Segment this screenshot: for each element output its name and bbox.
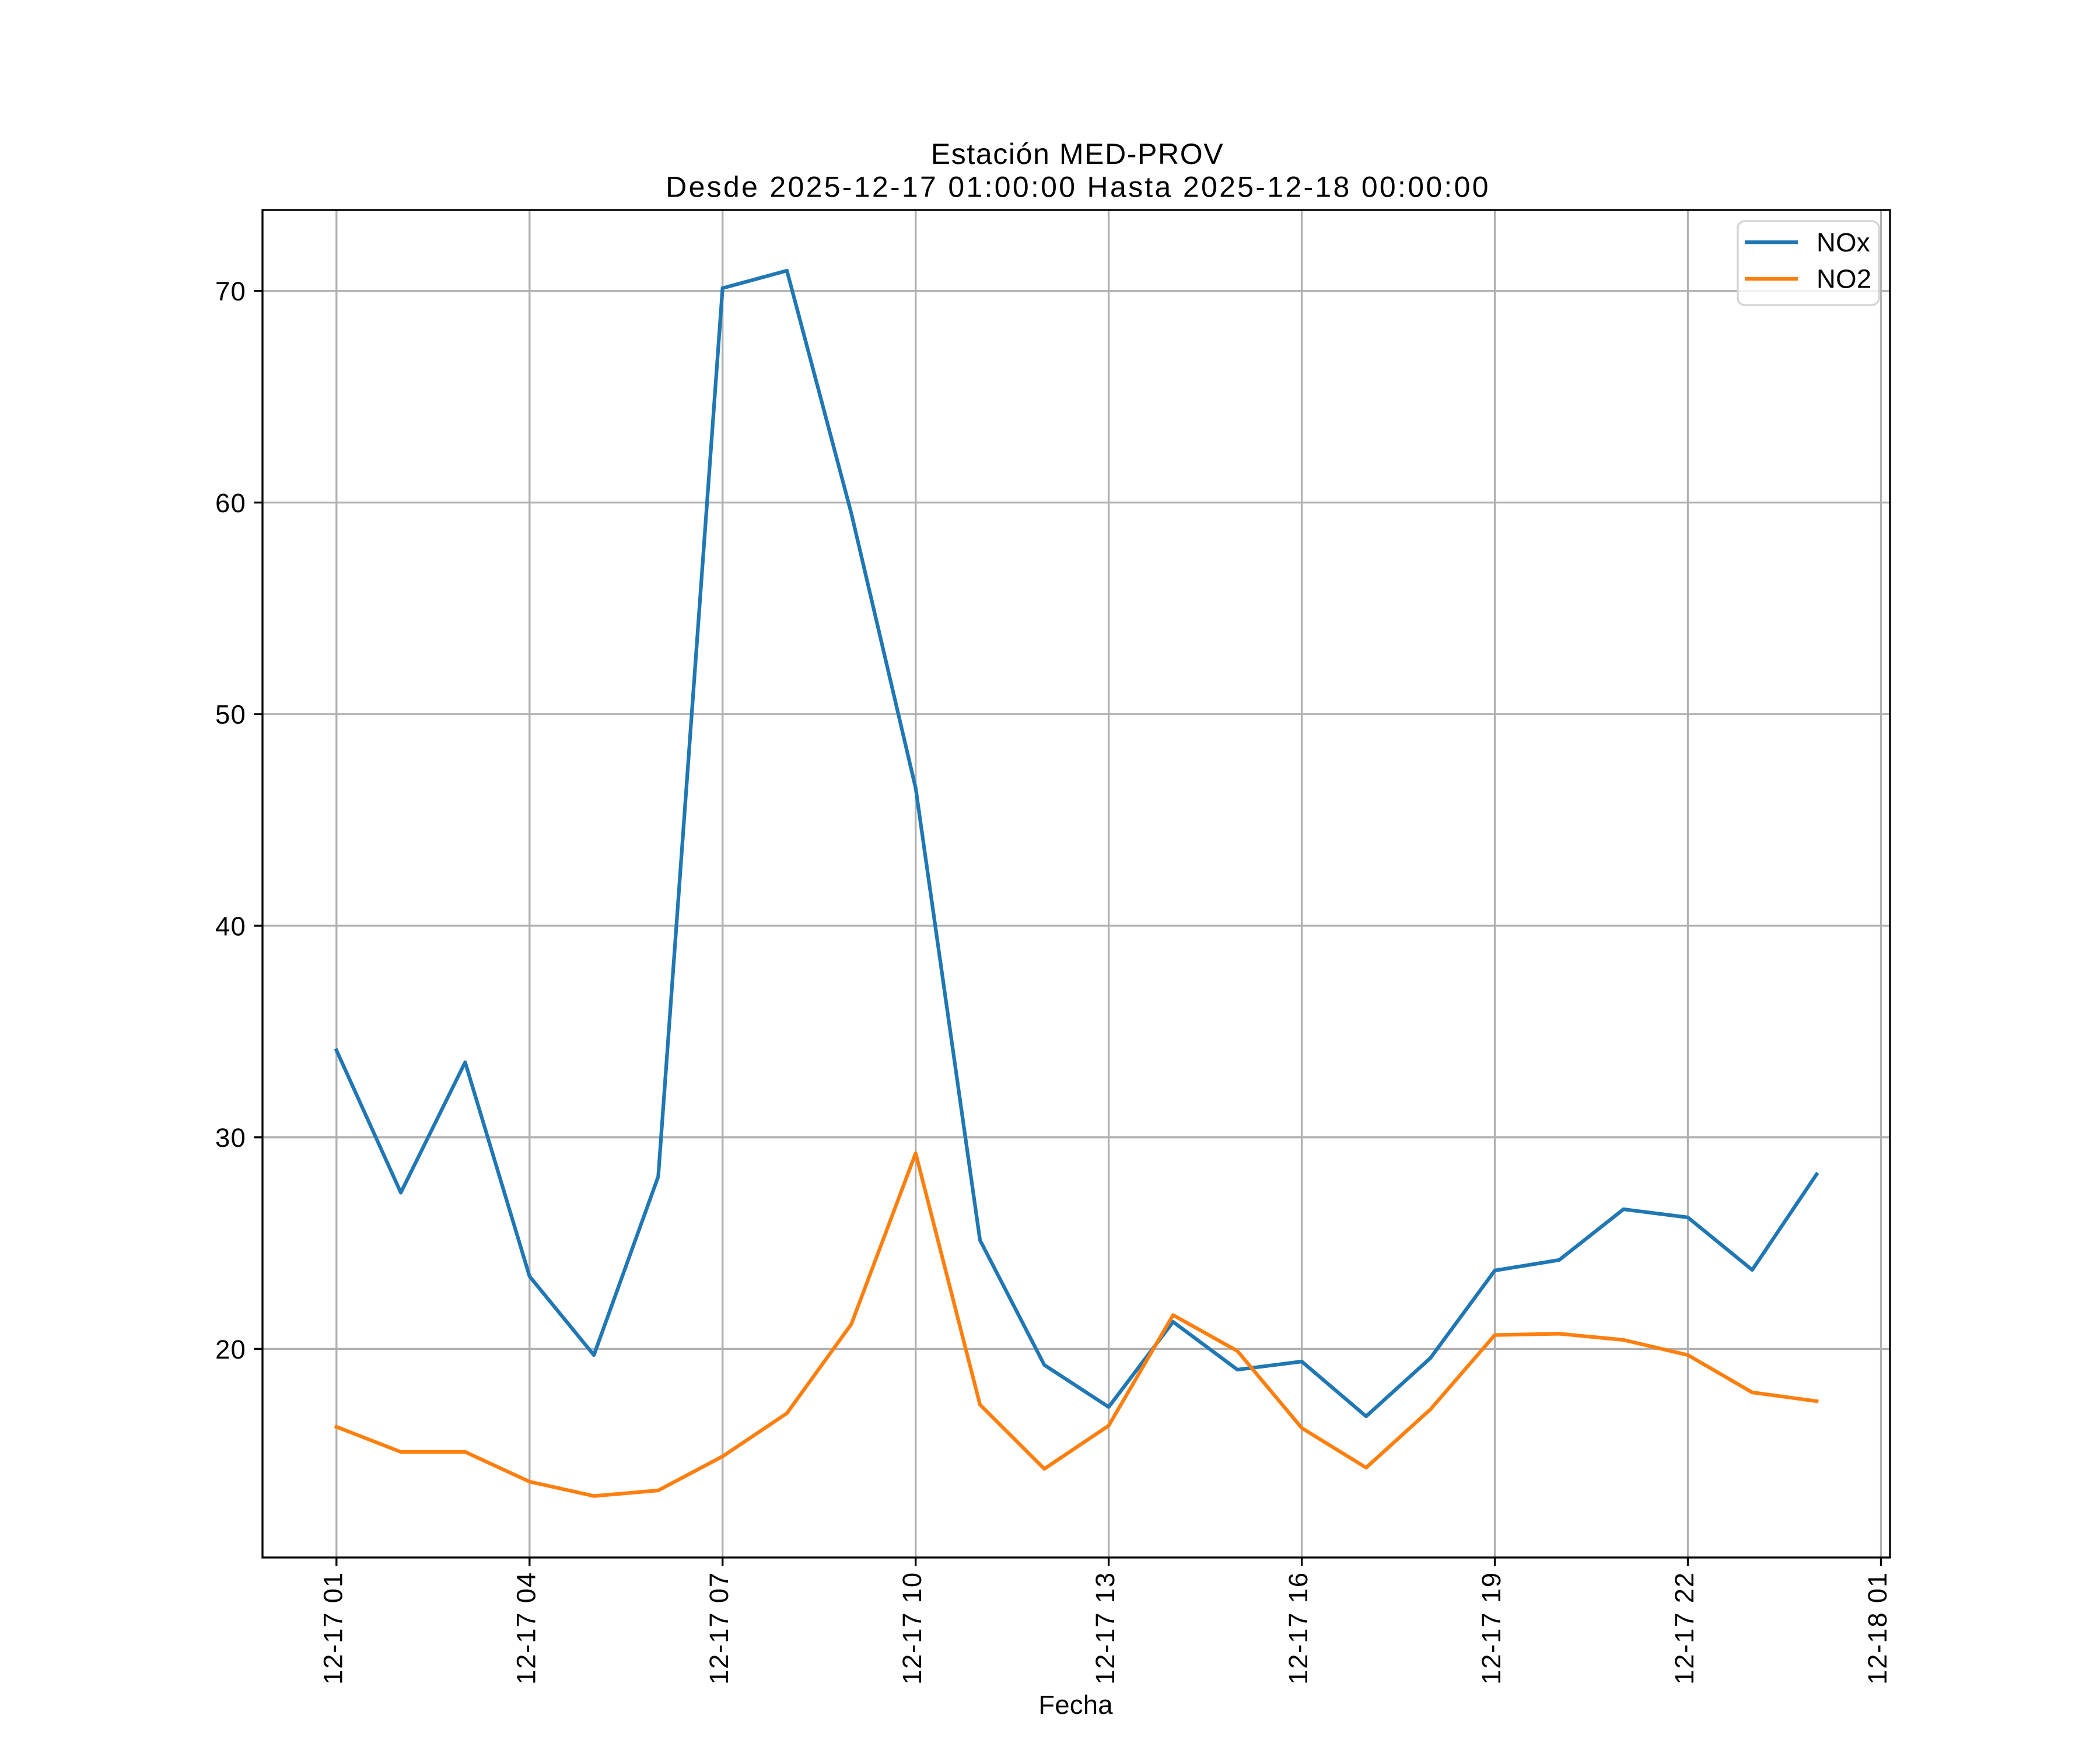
svg-text:Estación MED-PROV: Estación MED-PROV <box>931 138 1224 170</box>
svg-text:12-17 19: 12-17 19 <box>1476 1572 1506 1685</box>
svg-text:12-17 22: 12-17 22 <box>1670 1572 1699 1685</box>
svg-text:NOx: NOx <box>1817 228 1870 257</box>
svg-text:12-17 07: 12-17 07 <box>704 1572 734 1685</box>
svg-text:40: 40 <box>215 911 246 941</box>
svg-text:12-18 01: 12-18 01 <box>1863 1572 1892 1685</box>
svg-text:12-17 13: 12-17 13 <box>1090 1572 1120 1685</box>
svg-text:30: 30 <box>215 1123 246 1153</box>
svg-text:70: 70 <box>215 276 246 306</box>
svg-text:60: 60 <box>215 488 246 518</box>
svg-text:20: 20 <box>215 1335 246 1364</box>
svg-text:Desde 2025-12-17 01:00:00 Hast: Desde 2025-12-17 01:00:00 Hasta 2025-12-… <box>666 171 1490 204</box>
svg-text:12-17 16: 12-17 16 <box>1283 1572 1313 1685</box>
svg-text:12-17 10: 12-17 10 <box>897 1572 927 1685</box>
svg-text:12-17 04: 12-17 04 <box>511 1572 541 1685</box>
svg-text:Fecha: Fecha <box>1038 1690 1113 1720</box>
svg-text:NO2: NO2 <box>1817 264 1871 294</box>
svg-text:12-17 01: 12-17 01 <box>318 1572 348 1685</box>
svg-text:50: 50 <box>215 700 246 730</box>
